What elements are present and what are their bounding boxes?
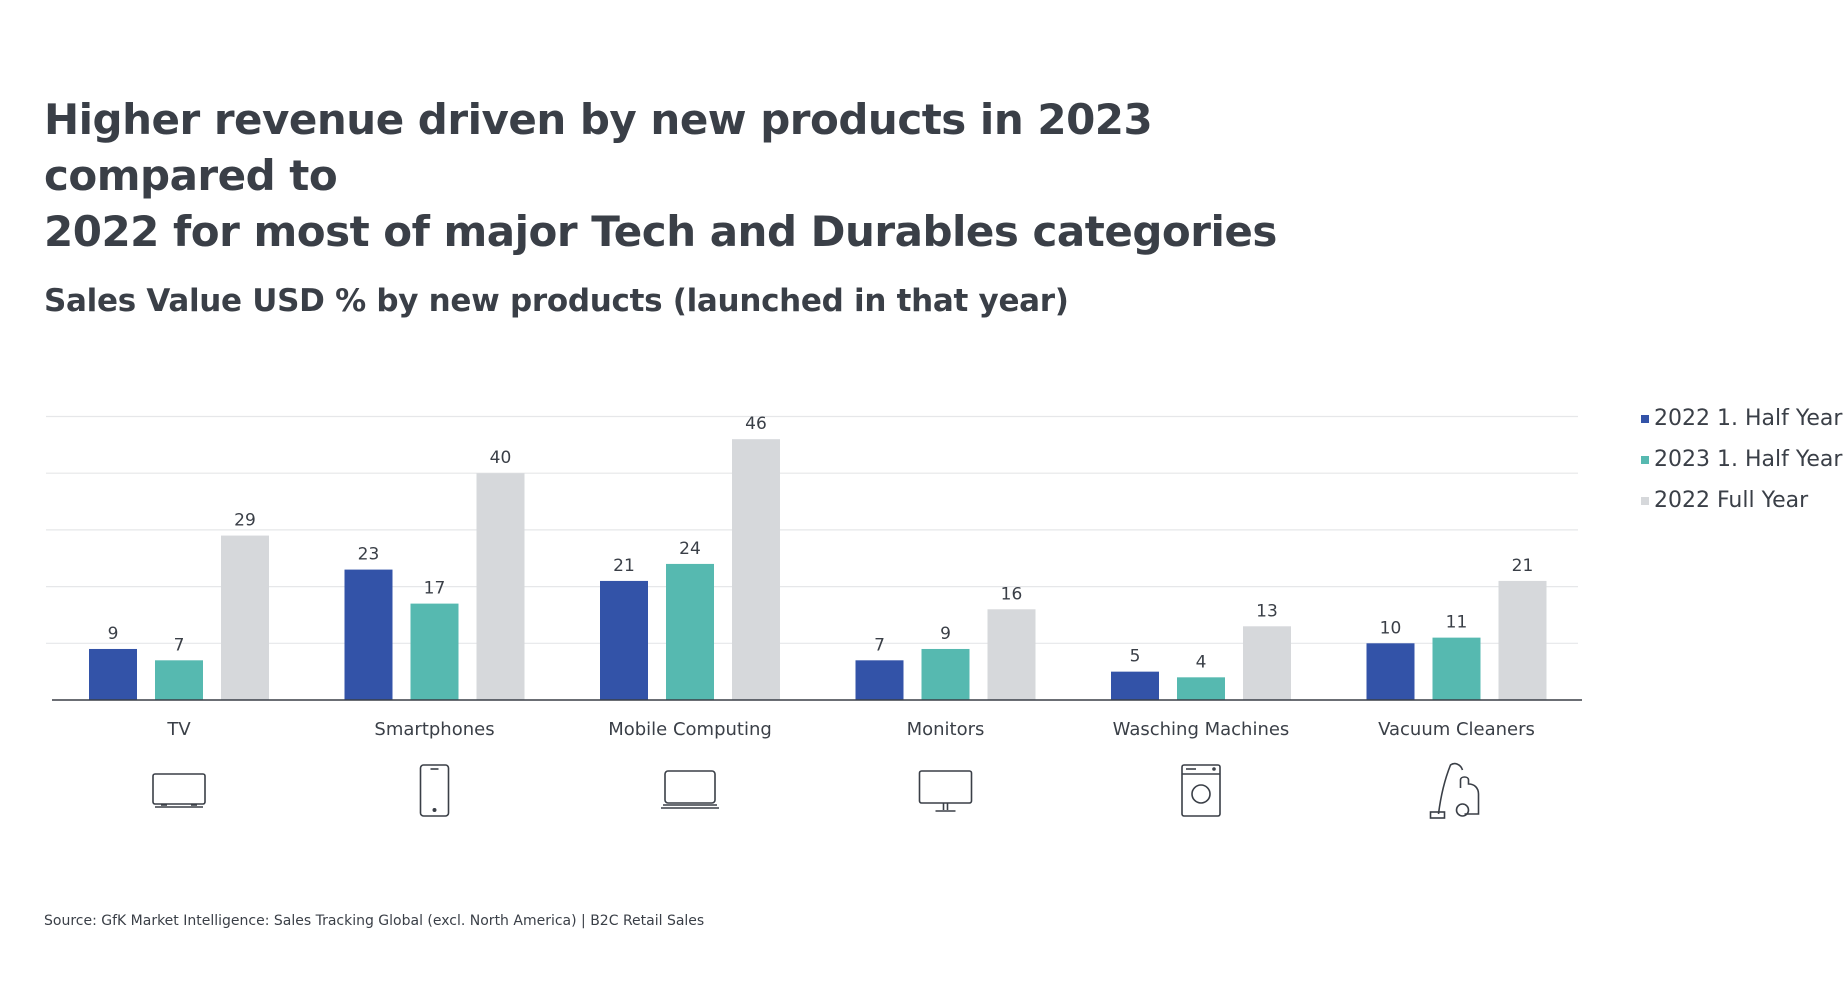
data-label: 7 [874,635,885,655]
legend-swatch [1641,496,1649,505]
washing-machine-icon [1181,764,1221,817]
bar [221,535,269,700]
smartphone-icon [419,764,450,817]
laptop-icon [661,770,719,809]
data-label: 13 [1256,601,1278,621]
source-note: Source: GfK Market Intelligence: Sales T… [44,913,705,929]
data-label: 10 [1380,618,1402,638]
bar [855,660,904,700]
data-label: 23 [358,545,380,565]
data-label: 4 [1196,652,1207,672]
data-label: 21 [1512,556,1534,576]
headline-line-1: Higher revenue driven by new products in… [44,95,1153,200]
data-label: 9 [940,624,951,644]
data-label: 21 [613,556,635,576]
bar [732,439,780,700]
data-label: 24 [679,539,701,559]
legend: 2022 1. Half Year 2023 1. Half Year 2022 F… [1641,398,1842,521]
category-label: Smartphones [374,719,494,740]
category-label: Monitors [907,719,985,740]
bar [666,563,714,700]
bar [987,609,1036,700]
tv-icon [152,773,206,808]
bar [1432,637,1481,700]
data-label: 5 [1130,647,1141,667]
bar [344,569,393,700]
monitor-icon [918,770,973,812]
data-label: 11 [1446,613,1468,633]
bar [476,473,525,700]
legend-item: 2022 1. Half Year [1641,398,1842,439]
headline-line-2: 2022 for most of major Tech and Durables… [44,207,1277,256]
bar [89,648,137,700]
headline: Higher revenue driven by new products in… [44,92,1344,260]
bar [410,603,459,700]
legend-swatch [1641,455,1649,464]
bar [600,580,648,700]
bar [1243,626,1291,700]
category-label: Vacuum Cleaners [1378,719,1535,740]
bar [1177,677,1225,700]
legend-item: 2022 Full Year [1641,480,1842,521]
data-label: 17 [424,579,446,599]
bar [1111,671,1159,700]
vacuum-cleaner-icon [1429,762,1480,819]
chart-title: Sales Value USD % by new products (launc… [44,283,1069,319]
data-label: 16 [1001,584,1023,604]
legend-label: 2023 1. Half Year [1654,447,1843,472]
bar [1366,643,1415,700]
legend-item: 2023 1. Half Year [1641,439,1842,480]
data-label: 7 [174,635,185,655]
legend-label: 2022 1. Half Year [1654,406,1843,431]
data-label: 40 [490,448,512,468]
category-label: Mobile Computing [608,719,772,740]
legend-swatch [1641,414,1649,423]
legend-label: 2022 Full Year [1654,488,1809,513]
bar [155,660,203,700]
data-label: 46 [745,414,767,434]
data-label: 9 [108,624,119,644]
data-label: 29 [234,511,256,531]
category-label: Wasching Machines [1113,719,1290,740]
category-label: TV [166,719,191,740]
bar [1498,580,1547,700]
bar [921,648,970,700]
